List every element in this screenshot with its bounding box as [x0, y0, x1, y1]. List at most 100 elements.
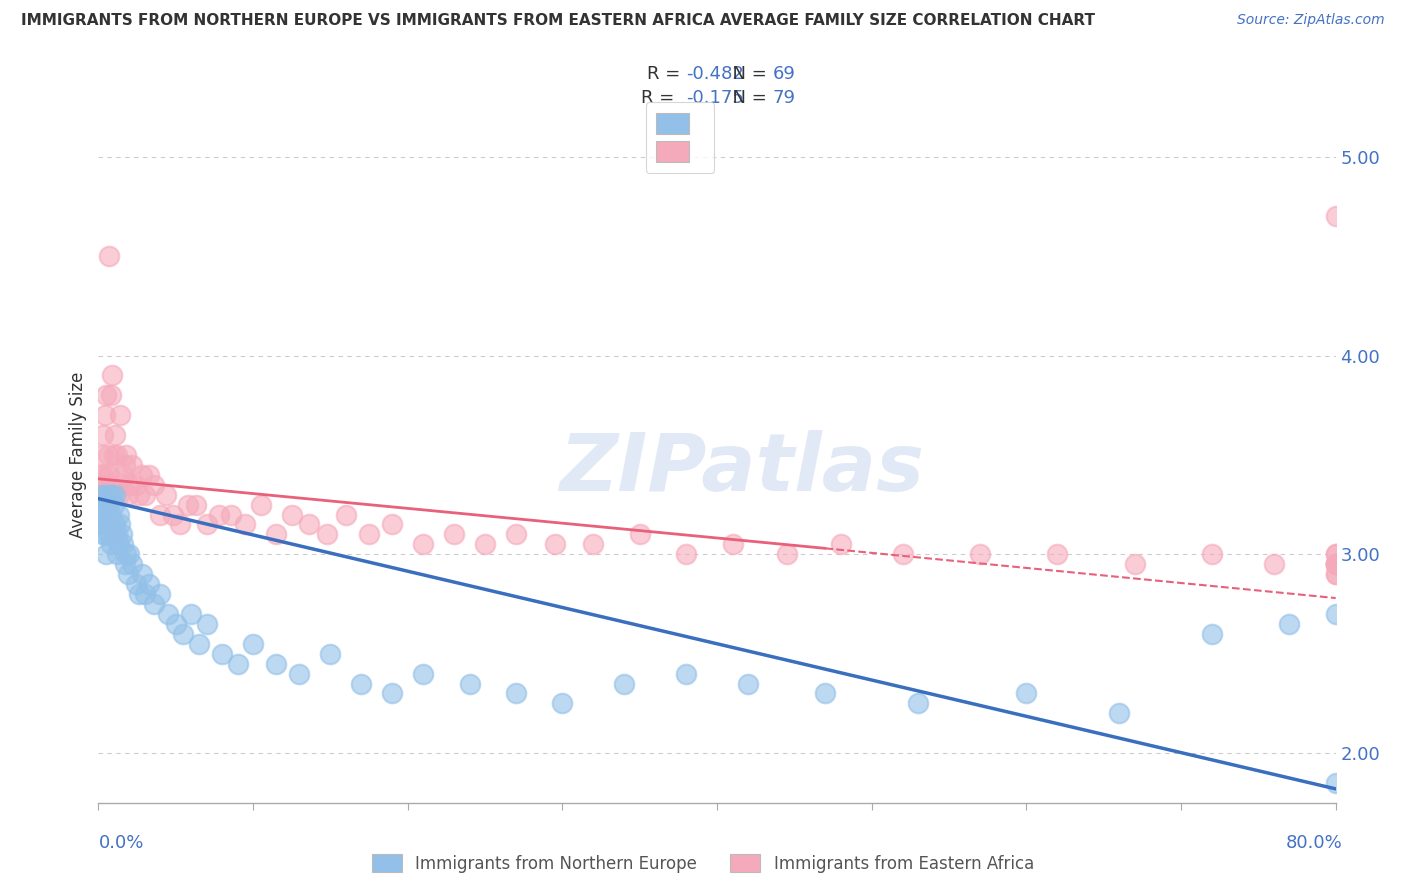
Point [298, 517, 321, 532]
Point [1046, 547, 1069, 561]
Point [91, 428, 114, 442]
Point [104, 488, 127, 502]
Point [155, 488, 177, 502]
Point [149, 508, 172, 522]
Point [149, 587, 172, 601]
Point [98, 527, 121, 541]
Point [128, 488, 150, 502]
Point [138, 577, 160, 591]
Point [180, 607, 202, 621]
Point [188, 637, 211, 651]
Point [112, 467, 135, 482]
Point [1324, 547, 1347, 561]
Text: 69: 69 [773, 64, 796, 83]
Point [675, 547, 697, 561]
Point [90, 527, 112, 541]
Point [1015, 686, 1038, 700]
Point [1324, 567, 1347, 582]
Point [118, 547, 141, 561]
Y-axis label: Average Family Size: Average Family Size [69, 372, 87, 538]
Point [98, 249, 121, 263]
Point [319, 647, 342, 661]
Point [412, 537, 434, 551]
Point [115, 448, 138, 462]
Point [1324, 558, 1347, 572]
Text: 0.0%: 0.0% [98, 834, 143, 852]
Point [117, 567, 139, 582]
Point [91, 498, 114, 512]
Text: ZIPatlas: ZIPatlas [560, 430, 924, 508]
Point [1108, 706, 1130, 721]
Point [169, 517, 191, 532]
Point [235, 517, 257, 532]
Point [112, 537, 135, 551]
Point [1201, 547, 1223, 561]
Point [381, 686, 404, 700]
Point [96, 547, 118, 561]
Point [114, 558, 136, 572]
Point [443, 527, 465, 541]
Point [89, 488, 111, 502]
Point [98, 488, 121, 502]
Point [505, 527, 527, 541]
Point [628, 527, 651, 541]
Point [1324, 558, 1347, 572]
Point [1324, 776, 1347, 790]
Point [613, 676, 636, 690]
Point [1278, 616, 1301, 631]
Point [1324, 210, 1347, 224]
Point [101, 368, 124, 383]
Point [100, 537, 122, 551]
Legend: Immigrants from Northern Europe, Immigrants from Eastern Africa: Immigrants from Northern Europe, Immigra… [366, 847, 1040, 880]
Point [111, 527, 134, 541]
Point [1201, 627, 1223, 641]
Point [97, 498, 120, 512]
Point [97, 517, 120, 532]
Point [582, 537, 605, 551]
Point [107, 537, 129, 551]
Point [242, 637, 264, 651]
Point [121, 458, 143, 472]
Point [96, 508, 118, 522]
Point [124, 577, 146, 591]
Point [93, 527, 115, 541]
Point [91, 467, 114, 482]
Point [93, 408, 115, 422]
Point [208, 508, 231, 522]
Point [93, 488, 115, 502]
Point [211, 647, 233, 661]
Point [350, 676, 373, 690]
Point [100, 388, 122, 402]
Point [1324, 547, 1347, 561]
Point [115, 547, 138, 561]
Point [1263, 558, 1285, 572]
Point [118, 477, 141, 491]
Point [162, 508, 184, 522]
Text: R =: R = [647, 64, 686, 83]
Point [266, 657, 288, 671]
Point [128, 587, 150, 601]
Point [165, 616, 187, 631]
Point [281, 508, 304, 522]
Point [1324, 558, 1347, 572]
Point [105, 527, 128, 541]
Point [184, 498, 207, 512]
Point [96, 488, 118, 502]
Point [221, 508, 243, 522]
Point [177, 498, 200, 512]
Point [266, 527, 288, 541]
Point [138, 467, 160, 482]
Point [551, 697, 574, 711]
Point [107, 488, 129, 502]
Text: N =: N = [721, 64, 773, 83]
Text: -0.482: -0.482 [686, 64, 744, 83]
Point [103, 498, 125, 512]
Point [891, 547, 914, 561]
Point [91, 517, 114, 532]
Point [100, 477, 122, 491]
Point [124, 477, 146, 491]
Point [97, 448, 120, 462]
Point [173, 627, 195, 641]
Point [100, 508, 122, 522]
Point [157, 607, 180, 621]
